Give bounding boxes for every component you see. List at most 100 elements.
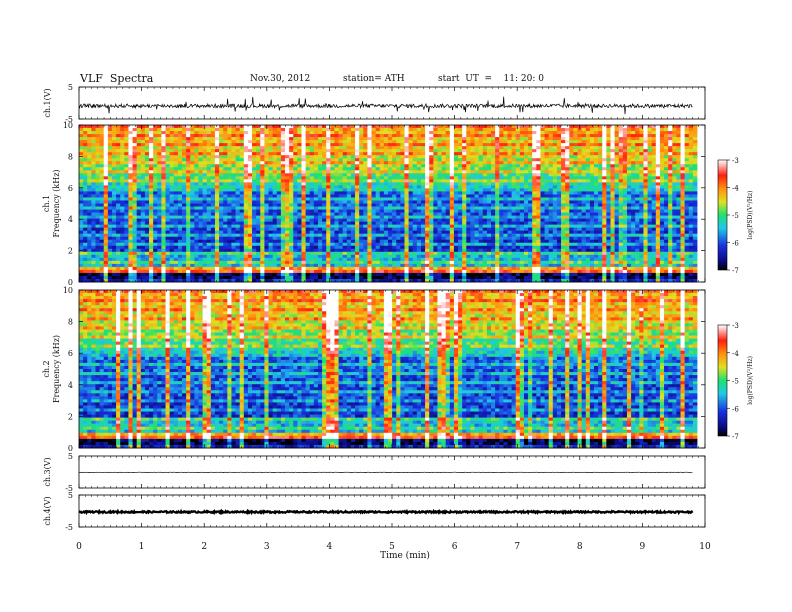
spectrogram-cell: [297, 179, 302, 183]
spectrogram-cell: [383, 206, 389, 210]
spectrogram-cell: [330, 209, 335, 213]
spectrogram-cell: [194, 137, 199, 141]
spectrogram-cell: [404, 185, 409, 189]
spectrogram-cell: [548, 158, 554, 162]
spectrogram-cell: [297, 155, 302, 159]
spectrogram-cell: [647, 197, 653, 201]
spectrogram-cell: [445, 167, 451, 171]
spectrogram-cell: [383, 191, 389, 195]
spectrogram-cell: [153, 155, 158, 159]
spectrogram-cell: [317, 167, 323, 171]
spectrogram-cell: [379, 179, 385, 183]
spectrogram-cell: [544, 194, 550, 198]
spectrogram-cell: [396, 161, 401, 165]
spectrogram-cell: [392, 161, 397, 165]
spectrogram-cell: [458, 167, 463, 171]
spectrogram-cell: [252, 152, 257, 156]
spectrogram-cell: [684, 167, 690, 171]
spectrogram-cell: [499, 200, 504, 204]
spectrogram-cell: [478, 164, 484, 168]
spectrogram-cell: [420, 215, 426, 219]
spectrogram-cell: [153, 200, 158, 204]
spectrogram-cell: [330, 143, 335, 147]
spectrogram-cell: [161, 203, 166, 207]
spectrogram-cell: [688, 221, 694, 226]
spectrogram-cell: [589, 131, 595, 135]
spectrogram-cell: [120, 161, 125, 165]
spectrogram-cell: [511, 215, 517, 219]
spectrogram-cell: [83, 185, 88, 189]
spectrogram-cell: [268, 131, 274, 135]
spectrogram-cell: [136, 125, 142, 129]
spectrogram-cell: [458, 191, 463, 195]
spectrogram-cell: [173, 125, 179, 129]
spectrogram-cell: [330, 134, 335, 138]
spectrogram-cell: [647, 176, 653, 180]
spectrogram-cell: [561, 155, 566, 159]
spectrogram-cell: [346, 209, 352, 213]
spectrogram-cell: [326, 140, 331, 144]
spectrogram-cell: [503, 173, 508, 177]
spectrogram-cell: [416, 131, 422, 135]
spectrogram-cell: [350, 188, 356, 192]
spectrogram-cell: [297, 185, 302, 189]
spectrogram-cell: [470, 170, 475, 174]
spectrogram-cell: [338, 203, 344, 207]
spectrogram-cell: [223, 149, 228, 153]
spectrogram-cell: [552, 188, 558, 192]
spectrogram-cell: [561, 185, 566, 189]
spectrogram-cell: [124, 167, 129, 171]
spectrogram-cell: [688, 155, 694, 159]
spectrogram-cell: [120, 221, 125, 226]
spectrogram-cell: [486, 176, 492, 180]
spectrogram-cell: [482, 173, 488, 177]
spectrogram-cell: [202, 149, 208, 153]
spectrogram-cell: [515, 209, 521, 213]
spectrogram-cell: [453, 221, 459, 226]
spectrogram-cell: [124, 131, 129, 135]
spectrogram-cell: [301, 140, 306, 144]
spectrogram-cell: [330, 167, 335, 171]
spectrogram-cell: [548, 125, 554, 129]
spectrogram-cell: [618, 209, 624, 213]
spectrogram-cell: [466, 152, 471, 156]
spectrogram-cell: [182, 167, 187, 171]
spectrogram-cell: [355, 155, 360, 159]
spectrogram-cell: [186, 221, 191, 226]
spectrogram-cell: [342, 137, 348, 141]
spectrogram-cell: [466, 173, 471, 177]
spectrogram-cell: [276, 200, 282, 204]
spectrogram-cell: [491, 146, 496, 150]
spectrogram-cell: [499, 125, 504, 129]
spectrogram-cell: [214, 218, 220, 223]
spectrogram-cell: [515, 203, 521, 207]
spectrogram-cell: [499, 170, 504, 174]
spectrogram-cell: [363, 197, 368, 201]
spectrogram-cell: [194, 212, 199, 216]
spectrogram-cell: [523, 155, 529, 159]
spectrogram-cell: [569, 146, 574, 150]
spectrogram-cell: [594, 185, 599, 189]
spectrogram-cell: [128, 173, 133, 177]
spectrogram-cell: [577, 182, 583, 186]
spectrogram-cell: [515, 191, 521, 195]
spectrogram-cell: [449, 176, 455, 180]
spectrogram-cell: [182, 161, 187, 165]
spectrogram-cell: [111, 167, 117, 171]
spectrogram-cell: [594, 182, 599, 186]
spectrogram-cell: [523, 212, 529, 216]
spectrogram-cell: [235, 206, 241, 210]
spectrogram-cell: [441, 176, 447, 180]
spectrogram-cell: [664, 164, 669, 168]
spectrogram-cell: [313, 152, 319, 156]
spectrogram-cell: [552, 134, 558, 138]
spectrogram-cell: [165, 167, 171, 171]
spectrogram-cell: [79, 161, 84, 165]
spectrogram-cell: [103, 194, 109, 198]
spectrogram-cell: [371, 134, 377, 138]
spectrogram-cell: [157, 185, 162, 189]
spectrogram-cell: [186, 149, 191, 153]
spectrogram-cell: [285, 185, 290, 189]
spectrogram-cell: [478, 179, 484, 183]
spectrogram-cell: [223, 128, 228, 132]
